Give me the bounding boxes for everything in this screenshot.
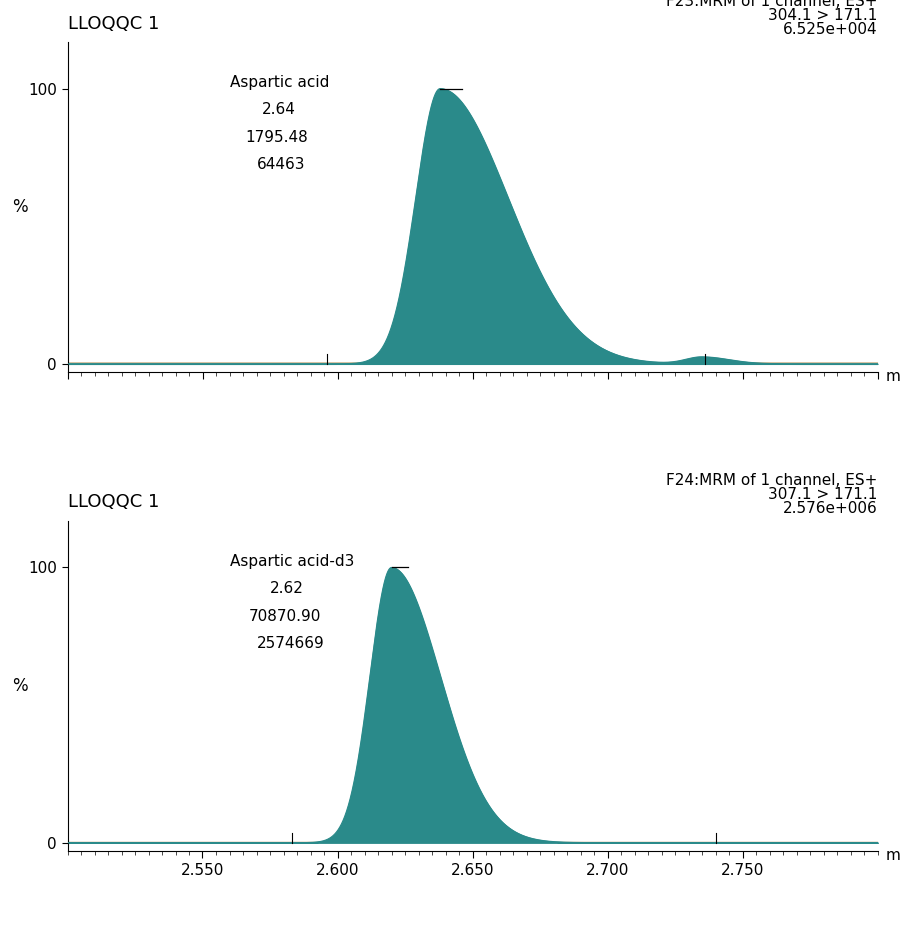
- Text: F23:MRM of 1 channel, ES+: F23:MRM of 1 channel, ES+: [666, 0, 878, 9]
- Text: 64463: 64463: [256, 157, 305, 172]
- Text: 2.64: 2.64: [262, 102, 296, 117]
- Text: 70870.90: 70870.90: [248, 609, 320, 624]
- Text: LLOQQC 1: LLOQQC 1: [68, 494, 159, 512]
- Text: 6.525e+004: 6.525e+004: [783, 22, 878, 37]
- Text: 307.1 > 171.1: 307.1 > 171.1: [768, 487, 877, 502]
- Text: Aspartic acid: Aspartic acid: [230, 75, 328, 90]
- Y-axis label: %: %: [13, 677, 28, 695]
- Text: LLOQQC 1: LLOQQC 1: [68, 15, 159, 33]
- Y-axis label: %: %: [13, 198, 28, 216]
- Text: 304.1 > 171.1: 304.1 > 171.1: [768, 8, 877, 23]
- Text: 1795.48: 1795.48: [246, 130, 309, 145]
- Text: min: min: [886, 848, 900, 863]
- Text: 2.62: 2.62: [270, 581, 304, 596]
- Text: 2.576e+006: 2.576e+006: [783, 501, 878, 516]
- Text: min: min: [886, 369, 900, 384]
- Text: 2574669: 2574669: [256, 636, 324, 651]
- Text: F24:MRM of 1 channel, ES+: F24:MRM of 1 channel, ES+: [666, 473, 878, 488]
- Text: Aspartic acid-d3: Aspartic acid-d3: [230, 553, 354, 569]
